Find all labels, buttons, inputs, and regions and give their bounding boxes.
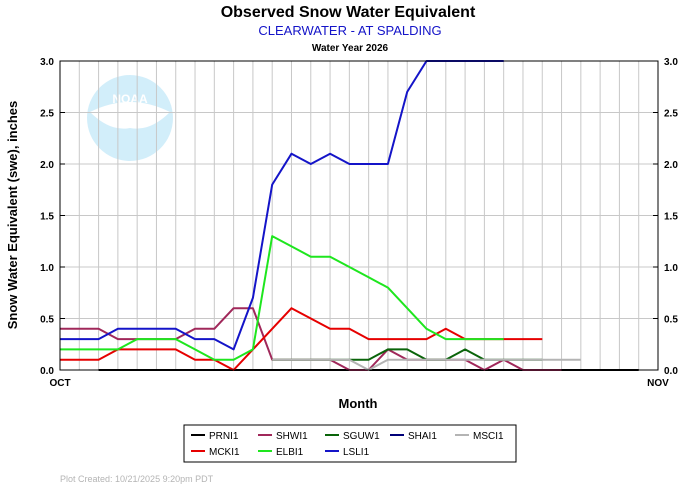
y-tick-label-right: 0.5	[664, 315, 678, 326]
y-tick-label-left: 2.5	[40, 109, 54, 120]
y-tick-label-left: 3.0	[40, 57, 54, 68]
legend-item-mcki1: MCKI1	[191, 447, 240, 458]
x-tick-label: OCT	[49, 378, 70, 389]
y-tick-label-left: 1.0	[40, 263, 54, 274]
series-line-elbi1	[60, 235, 504, 361]
y-tick-label-left: 0.5	[40, 315, 54, 326]
noaa-logo-text: NOAA	[112, 92, 148, 106]
legend-item-prni1: PRNI1	[191, 431, 239, 442]
legend-label: ELBI1	[276, 447, 304, 458]
y-tick-label-right: 1.5	[664, 212, 678, 223]
plot-created-footer: Plot Created: 10/21/2025 9:20pm PDT	[60, 474, 214, 484]
legend-items: PRNI1 SHWI1 SGUW1 SHAI1 MSCI1 MCKI1 ELBI1 LSLI1	[191, 431, 504, 458]
legend-item-msci1: MSCI1	[455, 431, 504, 442]
x-axis-label: Month	[339, 396, 378, 411]
legend-label: MSCI1	[473, 431, 504, 442]
legend-item-shai1: SHAI1	[390, 431, 437, 442]
legend-item-lsli1: LSLI1	[325, 447, 370, 458]
legend-box	[183, 424, 517, 463]
y-axis-label: Snow Water Equivalent (swe), inches	[5, 101, 20, 330]
noaa-logo-watermark: NOAA	[87, 75, 173, 161]
legend-item-sguw1: SGUW1	[325, 431, 380, 442]
x-tick-label: NOV	[647, 378, 669, 389]
y-tick-label-left: 2.0	[40, 160, 54, 171]
chart-title: Observed Snow Water Equivalent	[221, 4, 476, 21]
y-tick-label-right: 3.0	[664, 57, 678, 68]
y-tick-label-right: 1.0	[664, 263, 678, 274]
legend-label: MCKI1	[209, 447, 240, 458]
legend-label: SHAI1	[408, 431, 437, 442]
y-axis-ticks: 0.0 0.0 0.5 0.5 1.0 1.0 1.5 1.5 2.0 2.0 2.5 2.5 3.0 3…	[40, 57, 678, 377]
noaa-logo-circle	[87, 75, 173, 161]
noaa-logo-gull	[90, 102, 170, 129]
legend-label: PRNI1	[209, 431, 239, 442]
legend-label: LSLI1	[343, 447, 370, 458]
legend: PRNI1 SHWI1 SGUW1 SHAI1 MSCI1 MCKI1 ELBI1 LSLI1	[183, 424, 517, 463]
legend-item-elbi1: ELBI1	[258, 447, 304, 458]
y-tick-label-right: 0.0	[664, 366, 678, 377]
y-tick-label-right: 2.0	[664, 160, 678, 171]
legend-label: SHWI1	[276, 431, 308, 442]
water-year-label: Water Year 2026	[312, 43, 389, 54]
y-tick-label-left: 1.5	[40, 212, 54, 223]
x-axis-ticks: OCT NOV	[49, 378, 669, 389]
chart-subtitle: CLEARWATER - AT SPALDING	[258, 23, 441, 38]
y-tick-label-left: 0.0	[40, 366, 54, 377]
series-line-msci1	[272, 358, 581, 371]
legend-label: SGUW1	[343, 431, 380, 442]
y-tick-label-right: 2.5	[664, 109, 678, 120]
legend-item-shwi1: SHWI1	[258, 431, 308, 442]
